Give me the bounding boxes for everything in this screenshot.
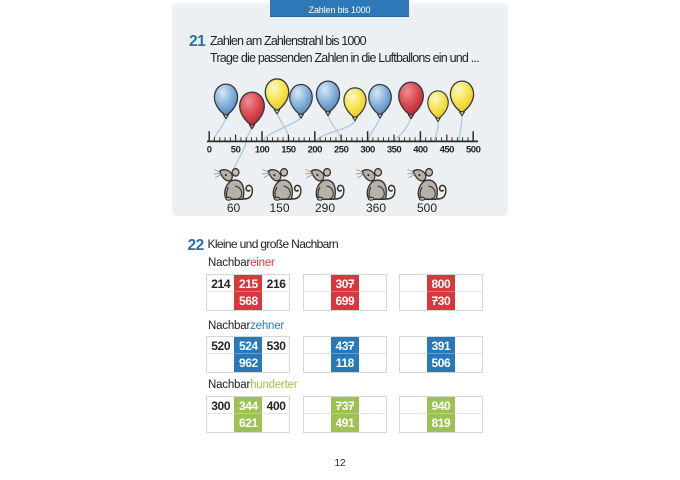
svg-text:350: 350 (387, 145, 402, 156)
svg-text:200: 200 (308, 145, 323, 156)
svg-text:500: 500 (466, 145, 481, 156)
svg-text:250: 250 (334, 145, 349, 156)
svg-text:400: 400 (413, 145, 428, 156)
svg-text:300: 300 (360, 145, 375, 156)
svg-text:150: 150 (281, 145, 296, 156)
svg-text:50: 50 (231, 145, 241, 156)
svg-text:100: 100 (255, 145, 270, 156)
svg-text:450: 450 (440, 145, 455, 156)
svg-text:0: 0 (207, 145, 212, 156)
